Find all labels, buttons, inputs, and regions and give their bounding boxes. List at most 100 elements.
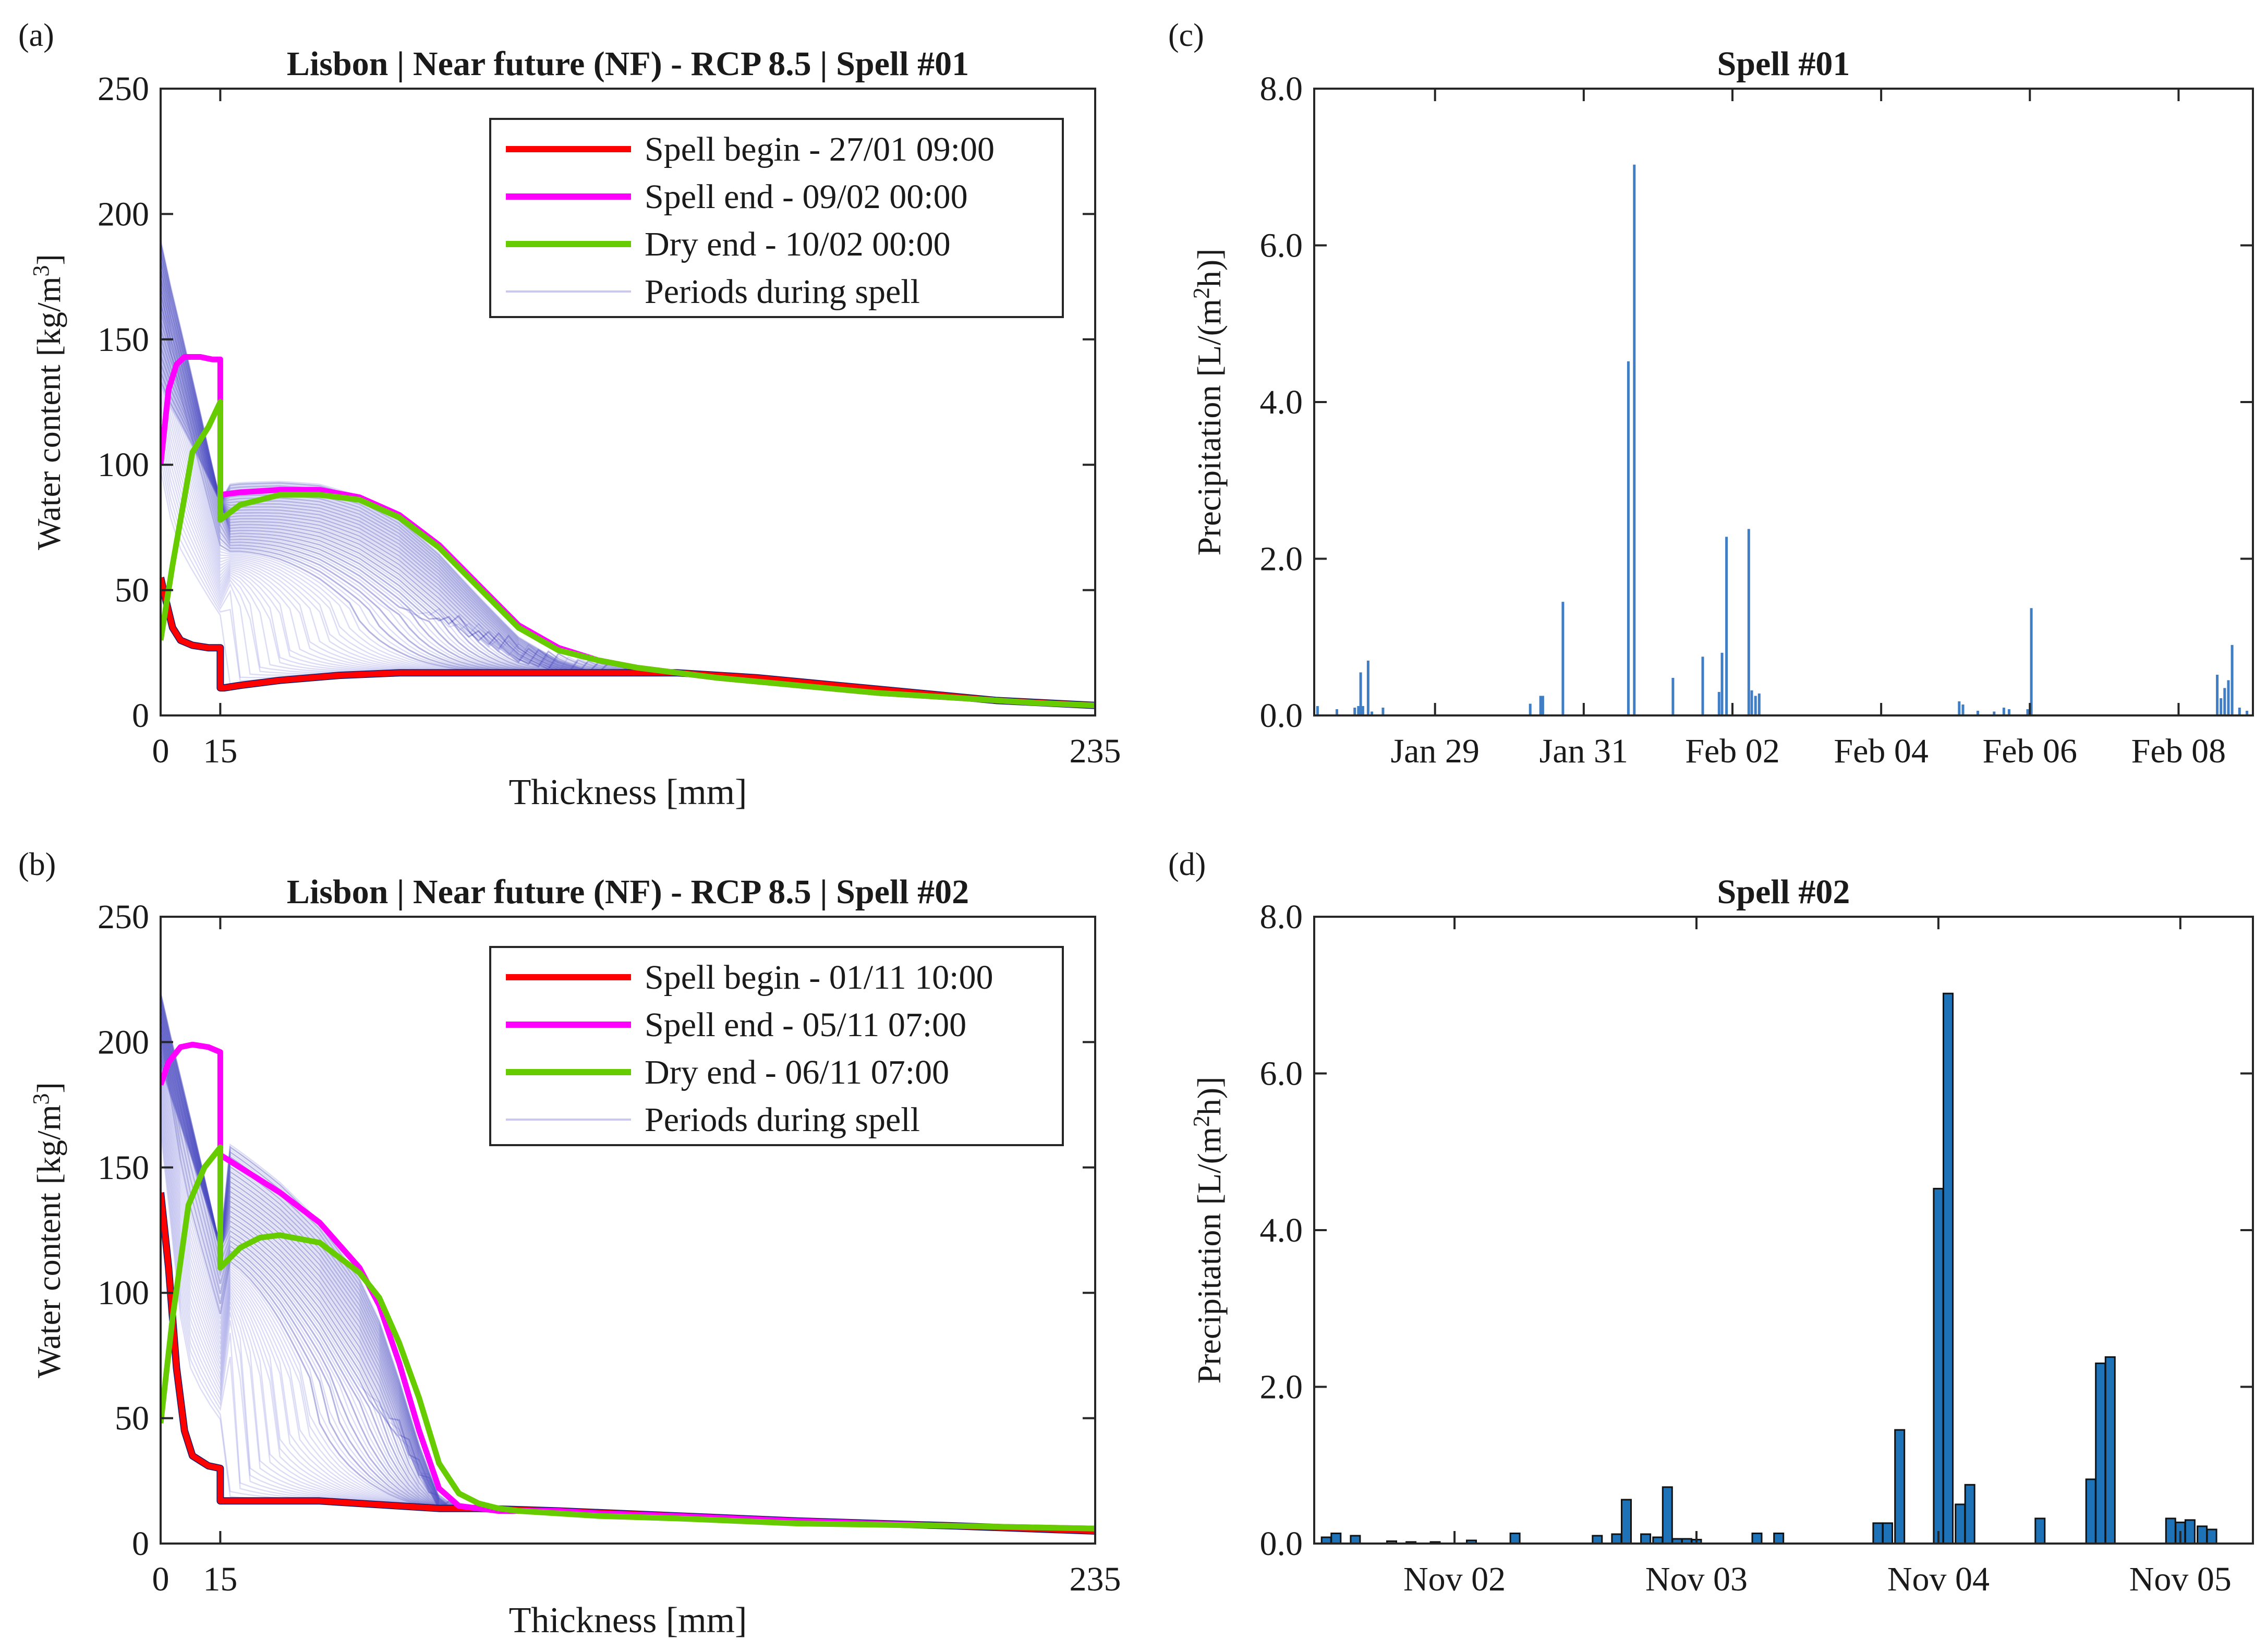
y-tick-label: 6.0 (1260, 227, 1303, 265)
y-tick-label: 150 (98, 321, 149, 359)
y-tick-label: 4.0 (1260, 1211, 1303, 1249)
precip-bar (1754, 696, 1757, 715)
precip-bar (1993, 711, 1996, 715)
precip-bar (1350, 1535, 1361, 1545)
period-profile-line (161, 312, 1095, 707)
precip-bar (1336, 709, 1338, 715)
precip-bar (2197, 1525, 2208, 1545)
precip-bar (1316, 706, 1319, 715)
y-axis-label: Precipitation [L/(m2h)] (1189, 1077, 1228, 1384)
x-tick-label: 0 (152, 732, 169, 770)
precip-bar (2216, 674, 2219, 715)
plot-area (161, 991, 1095, 1535)
precip-bar (2206, 1528, 2217, 1545)
x-tick-label: 15 (203, 732, 237, 770)
x-tick-label: Nov 05 (2129, 1560, 2232, 1598)
precip-bar (1720, 652, 1724, 715)
precip-bar (2220, 698, 2223, 715)
y-tick-label: 0 (132, 1525, 149, 1563)
precip-bar (1357, 706, 1360, 715)
precip-bar (1933, 1187, 1944, 1545)
precip-bar (1701, 657, 1704, 715)
y-tick-label: 250 (98, 70, 149, 108)
x-tick-label: Jan 29 (1390, 732, 1479, 770)
precip-bar (2230, 645, 2234, 715)
period-profile-line (161, 1103, 1095, 1532)
x-tick-label: Feb 04 (1834, 732, 1929, 770)
precip-bar (1633, 164, 1636, 716)
legend-entry: Spell begin - 01/11 10:00 (645, 958, 993, 997)
chart-title: Lisbon | Near future (NF) - RCP 8.5 | Sp… (287, 873, 969, 911)
period-profile-line (161, 412, 1095, 707)
x-tick-label: Jan 31 (1539, 732, 1628, 770)
precip-bar (1541, 696, 1544, 715)
y-tick-label: 8.0 (1260, 70, 1303, 108)
period-profile-line (161, 376, 1095, 707)
precip-bar (1361, 706, 1364, 715)
precip-bar (1977, 711, 1979, 715)
period-profile-line (161, 1093, 1095, 1532)
precip-bar (2002, 708, 2005, 715)
precip-bar (1773, 1533, 1785, 1545)
y-tick-label: 0 (132, 697, 149, 735)
x-tick-label: Nov 03 (1645, 1560, 1748, 1598)
period-profile-line (161, 250, 1095, 707)
precip-bar (1751, 1533, 1763, 1545)
panel-letter-c: (c) (1168, 18, 1204, 53)
legend-entry: Spell end - 09/02 00:00 (645, 178, 968, 216)
y-tick-label: 2.0 (1260, 1368, 1303, 1406)
precip-bar (1366, 660, 1369, 715)
precip-bar (1359, 672, 1362, 715)
period-profile-line (161, 256, 1095, 707)
panel-letter-a: (a) (18, 18, 54, 53)
precip-bar (2104, 1356, 2116, 1545)
precip-bar (1955, 1503, 1966, 1545)
precip-bar (1662, 1486, 1673, 1545)
precip-bar (1561, 602, 1565, 715)
y-axis-label: Water content [kg/m3] (28, 254, 67, 550)
precip-bar (2165, 1517, 2176, 1545)
precip-bar (2007, 709, 2010, 715)
period-profile-line (161, 380, 1095, 707)
series-begin-outline (161, 577, 1095, 709)
chart-panel-d: 0.0 2.0 4.0 6.0 8.0 Nov 02 Nov 03 Nov 04 Nov 05 S… (1189, 873, 2254, 1598)
y-tick-label: 150 (98, 1149, 149, 1187)
precip-bar (1539, 696, 1542, 715)
precip-bar (1717, 691, 1720, 715)
precip-bar (1330, 1533, 1342, 1545)
panel-letter-b: (b) (18, 847, 56, 882)
precip-bar (2246, 711, 2249, 715)
precip-bar (1529, 703, 1532, 715)
x-tick-label: 0 (152, 1560, 169, 1598)
x-tick-label: Nov 02 (1403, 1560, 1506, 1598)
precip-bar (1872, 1522, 1884, 1545)
chart-title: Spell #01 (1717, 45, 1850, 83)
precip-bar (2026, 709, 2029, 715)
x-tick-label: Feb 08 (2131, 732, 2226, 770)
chart-panel-b: 0 50 100 150 200 250 0 15 235 Lisbon | Near futur… (28, 873, 1121, 1641)
x-axis-label: Thickness [mm] (509, 772, 747, 812)
precip-bar (1943, 992, 1954, 1545)
precip-bar (2227, 680, 2230, 715)
y-tick-label: 2.0 (1260, 540, 1303, 578)
legend-entry: Periods during spell (645, 273, 920, 311)
x-tick-label: Nov 04 (1887, 1560, 1990, 1598)
precip-bar (1353, 708, 1356, 715)
precip-bar (1757, 693, 1761, 715)
precip-bar (1747, 529, 1750, 715)
precip-bar (1509, 1533, 1521, 1545)
y-tick-label: 6.0 (1260, 1055, 1303, 1093)
series-begin-line (161, 1192, 1095, 1534)
y-tick-label: 50 (115, 572, 149, 610)
y-tick-label: 0.0 (1260, 697, 1303, 735)
period-profile-line (161, 258, 1095, 707)
legend-entry: Spell end - 05/11 07:00 (645, 1006, 966, 1044)
precip-bar (1882, 1522, 1893, 1545)
precip-bar (2095, 1362, 2106, 1545)
precip-bar (2030, 608, 2033, 715)
y-tick-label: 250 (98, 898, 149, 936)
legend-entry: Periods during spell (645, 1101, 920, 1139)
precip-bar (1611, 1533, 1622, 1545)
precip-bar (1371, 711, 1373, 715)
plot-area (161, 239, 1095, 709)
